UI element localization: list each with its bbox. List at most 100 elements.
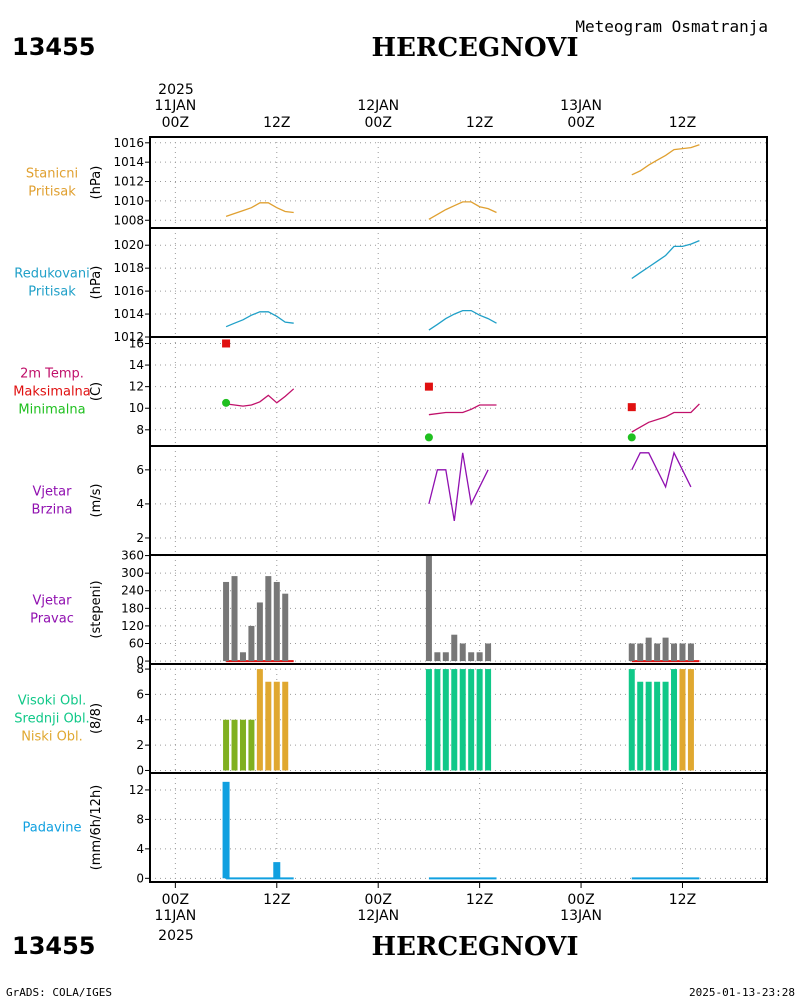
parameter-label: Padavine: [23, 821, 82, 836]
bar: [662, 637, 669, 662]
time-date-label-bottom: 11JAN: [154, 908, 196, 924]
station-name-top: HERCEGNOVI: [372, 33, 579, 63]
bar: [459, 643, 466, 662]
bar: [451, 634, 458, 662]
y-tick-label: 1014: [113, 155, 144, 169]
time-hour-label-bottom: 00Z: [162, 892, 189, 908]
y-tick-label: 1012: [113, 175, 144, 189]
y-tick-label: 1016: [113, 284, 144, 298]
y-tick-label: 1018: [113, 261, 144, 275]
bar: [256, 602, 263, 662]
bar: [628, 669, 635, 771]
series-line: [226, 388, 295, 407]
bar: [273, 681, 280, 771]
y-axis-unit-label: (8/8): [89, 703, 104, 734]
time-date-label-top: 11JAN: [154, 98, 196, 114]
time-hour-label-top: 12Z: [466, 115, 493, 131]
time-hour-label-bottom: 00Z: [567, 892, 594, 908]
station-name-bottom: HERCEGNOVI: [372, 932, 579, 962]
panel-data: [222, 781, 700, 880]
bar: [476, 652, 483, 662]
series-line: [225, 202, 294, 218]
y-tick-label: 8: [136, 662, 144, 676]
bar: [273, 862, 281, 879]
panel-frame: [149, 772, 768, 883]
panel-stanicni-pritisak: 1008 1010 1012 1014 1016 (hPa) Stanicni Pritisa…: [26, 136, 768, 229]
time-hour-label-bottom: 12Z: [263, 892, 290, 908]
panels: 10081010101210141016(hPa)StanicniPritisa…: [13, 136, 768, 885]
time-hour-label-bottom: 12Z: [669, 892, 696, 908]
bottom-year: 2025: [158, 928, 194, 944]
product-title: Meteogram Osmatranja: [575, 17, 768, 36]
bar: [223, 719, 230, 771]
parameter-label: Pritisak: [28, 185, 76, 200]
bar: [687, 643, 694, 662]
min-temp-marker: [424, 433, 433, 442]
time-hour-label-bottom: 12Z: [466, 892, 493, 908]
station-id-top: 13455: [12, 33, 96, 61]
y-tick-label: 8: [136, 423, 144, 437]
series-line: [428, 404, 497, 416]
y-tick-label: 12: [129, 380, 144, 394]
max-temp-marker: [222, 339, 231, 348]
bar: [645, 681, 652, 771]
parameter-label: Vjetar: [33, 485, 73, 500]
y-tick-label: 1010: [113, 194, 144, 208]
bar: [222, 781, 230, 879]
parameter-label: Niski Obl.: [21, 730, 83, 745]
top-year: 2025: [158, 82, 194, 98]
y-tick-label: 12: [129, 783, 144, 797]
station-id-bottom: 13455: [12, 932, 96, 960]
footer-source: GrADS: COLA/IGES: [6, 986, 112, 999]
parameter-label: Maksimalna: [13, 385, 91, 400]
y-tick-label: 1008: [113, 213, 144, 227]
bar: [231, 576, 238, 662]
y-tick-label: 240: [121, 584, 144, 598]
bar: [434, 669, 441, 771]
bar: [223, 581, 230, 662]
parameter-label: Redukovani: [14, 267, 89, 282]
y-tick-label: 180: [121, 601, 144, 615]
bar: [679, 643, 686, 662]
bar: [637, 643, 644, 662]
bar: [654, 643, 661, 662]
y-tick-label: 60: [129, 636, 144, 650]
panel-vjetar-pravac: 0 60 120 180 240 300 360 (stepeni) Vjetar Pravac: [30, 549, 768, 668]
panel-data: [226, 450, 692, 555]
y-tick-label: 1020: [113, 238, 144, 252]
y-tick-label: 2: [136, 738, 144, 752]
panel-data: [223, 555, 700, 663]
parameter-label: Visoki Obl.: [18, 694, 86, 709]
bar: [425, 555, 432, 662]
series-line: [428, 309, 497, 331]
bar: [248, 625, 255, 662]
bar: [459, 669, 466, 771]
y-tick-label: 300: [121, 566, 144, 580]
bar: [265, 576, 272, 662]
bar: [434, 652, 441, 662]
parameter-label: Pravac: [30, 612, 74, 627]
time-date-label-top: 13JAN: [560, 98, 602, 114]
bar: [645, 637, 652, 662]
min-temp-marker: [222, 398, 231, 407]
y-tick-label: 360: [121, 549, 144, 563]
time-hour-label-top: 00Z: [162, 115, 189, 131]
y-axis-unit-label: (hPa): [89, 266, 104, 300]
y-axis-unit-label: (mm/6h/12h): [89, 785, 104, 871]
y-axis-unit-label: (hPa): [89, 166, 104, 200]
bar: [485, 643, 492, 662]
y-tick-label: 14: [129, 358, 144, 372]
y-axis-unit-label: (C): [89, 382, 104, 401]
time-hour-label-top: 12Z: [263, 115, 290, 131]
bar: [239, 652, 246, 662]
y-tick-label: 16: [129, 336, 144, 350]
time-hour-label-top: 12Z: [669, 115, 696, 131]
y-tick-label: 0: [136, 654, 144, 668]
y-tick-label: 8: [136, 812, 144, 826]
bar: [265, 681, 272, 771]
bar: [468, 669, 475, 771]
bar: [248, 719, 255, 771]
y-tick-label: 0: [136, 763, 144, 777]
